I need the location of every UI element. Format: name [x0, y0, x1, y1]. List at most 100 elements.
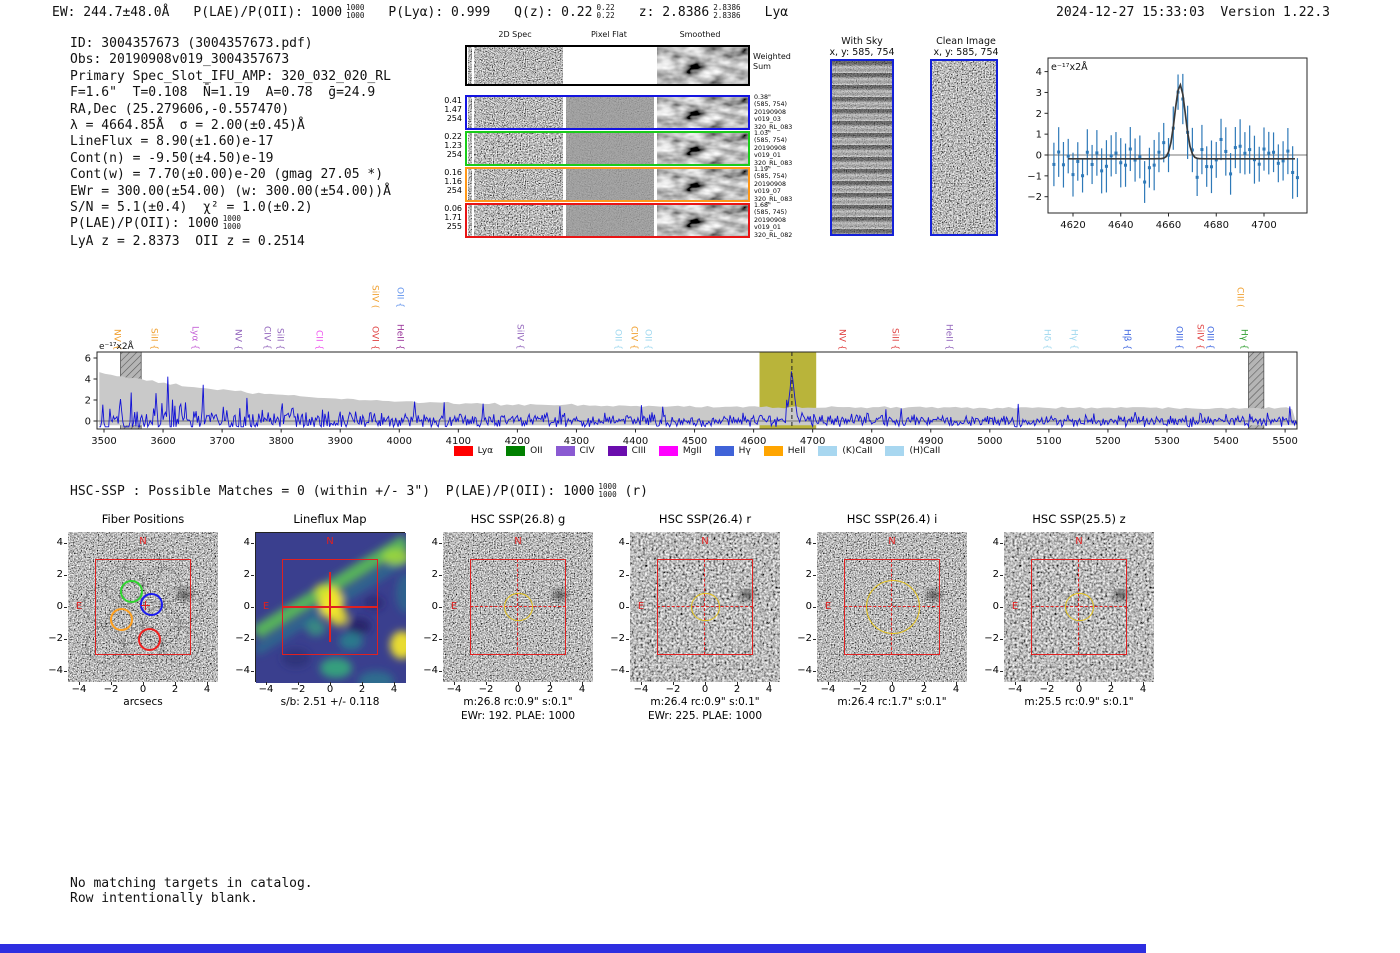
- s2d-flat-noise: [566, 205, 654, 236]
- cutout-red-square: [470, 559, 566, 655]
- fiber-row-right-label: (585, 745): [754, 209, 787, 217]
- fiber-row-right-label: 20190908: [754, 144, 787, 152]
- info-line: Obs: 20190908v019_3004357673: [70, 52, 290, 68]
- cutout-ytick: [813, 543, 816, 544]
- emission-line-label-text: OII {: [394, 287, 405, 308]
- main-xtick-label: 5300: [1154, 436, 1179, 447]
- cutout-xtick-label: −4: [633, 684, 649, 695]
- with-sky-coords: x, y: 585, 754: [829, 47, 895, 58]
- emission-line-label: OIII {: [1171, 292, 1185, 350]
- aperture-circle: [865, 579, 920, 635]
- inset-data-point: [1133, 158, 1137, 162]
- clean-image-coords: x, y: 585, 754: [933, 47, 999, 58]
- cutout-ytick-label: 4: [56, 537, 63, 548]
- cutout-xtick-label: 0: [139, 684, 147, 695]
- emission-line-label-text: SiIV {: [514, 324, 525, 350]
- inset-data-point: [1291, 170, 1295, 174]
- cutout-dark-smudge: [1104, 582, 1138, 608]
- fiber-row-right-label: 20190908: [754, 108, 787, 116]
- cutout-ytick: [813, 607, 816, 608]
- cutout-xtick: [1111, 682, 1112, 685]
- cutout-xtick: [143, 682, 144, 685]
- legend-label: OII: [530, 446, 543, 456]
- main-ytick-label: 6: [85, 354, 91, 365]
- hsc-ssp-match-line: HSC-SSP : Possible Matches = 0 (within +…: [70, 482, 649, 500]
- cutout-ytick: [439, 639, 442, 640]
- emission-line-label: OII {: [392, 250, 406, 308]
- emission-line-label-text: Hγ {: [1068, 329, 1079, 350]
- legend-item: CIII: [607, 446, 646, 456]
- cutout-xtick-label: −4: [258, 684, 274, 695]
- emission-line-label-text: SiII {: [274, 327, 285, 350]
- fiber-circle: [137, 628, 161, 652]
- cutout-xtick-label: −2: [852, 684, 868, 695]
- compass-north-label: N: [701, 536, 709, 547]
- info-line: F=1.6" T=0.108 N̄=1.19 A=0.78 ḡ=24.9: [70, 85, 376, 101]
- fiber-row-right-label: (585, 754): [754, 101, 787, 109]
- qz-value: Q(z): 0.22 0.22 0.22: [514, 3, 615, 21]
- inset-data-point: [1262, 147, 1266, 151]
- inset-data-point: [1081, 174, 1085, 178]
- inset-data-point: [1209, 165, 1213, 169]
- header-summary: EW: 244.7±48.0Å P(LAE)/P(OII): 1000 1000 1…: [52, 3, 788, 21]
- inset-xtick-label: 4680: [1204, 220, 1229, 231]
- emission-line-label: NV {: [834, 292, 848, 350]
- main-xtick-label: 3500: [91, 436, 116, 447]
- inset-data-point: [1119, 161, 1123, 165]
- fiber-circle: [120, 579, 144, 603]
- cutout-xtick-label: −2: [1039, 684, 1055, 695]
- compass-north-label: N: [139, 536, 147, 547]
- info-line: EWr = 300.00(±54.00) (w: 300.00(±54.00))…: [70, 183, 391, 199]
- cutout-title: HSC SSP(26.8) g: [470, 512, 566, 526]
- compass-east-label: E: [75, 601, 83, 612]
- legend-swatch: [658, 446, 678, 456]
- plae-poii-header: P(LAE)/P(OII): 1000 1000 1000: [193, 3, 365, 21]
- clean-noise-texture: [932, 61, 996, 234]
- compass-north-label: N: [888, 536, 896, 547]
- legend-item: Lyα: [453, 446, 494, 456]
- cutout-ytick: [439, 543, 442, 544]
- cutout-caption-1: s/b: 2.51 +/- 0.118: [280, 696, 380, 708]
- legend-label: HeII: [787, 446, 806, 456]
- cutout-ytick: [251, 639, 254, 640]
- fiber-2d-row: [465, 95, 750, 130]
- emission-line-label: CII {: [311, 292, 325, 350]
- cutout-ytick: [251, 607, 254, 608]
- s2d-white-line: [472, 97, 474, 128]
- fiber-row-right-label: 20190908: [754, 180, 787, 188]
- emission-line-label: HeII {: [941, 292, 955, 350]
- cutout-ytick-label: 2: [618, 569, 625, 580]
- cutout-xtick-label: −4: [820, 684, 836, 695]
- cutout-xtick-label: 2: [733, 684, 741, 695]
- cutout-xtick-label: 4: [203, 684, 211, 695]
- inset-xtick-label: 4660: [1156, 220, 1181, 231]
- cutout-xtick: [828, 682, 829, 685]
- compass-east-label: E: [1011, 601, 1019, 612]
- legend-label: (H)CaII: [909, 446, 941, 456]
- fiber-row-right-label: 1.68": [754, 202, 771, 209]
- plae-fraction: 1000 1000: [346, 3, 365, 20]
- fiber-row-right-label: 20190908: [754, 216, 787, 224]
- cutout-xtick: [330, 682, 331, 685]
- fiber-row-left-label: 255: [446, 222, 462, 231]
- s2d-white-line: [472, 205, 474, 236]
- cutout-ytick: [1000, 607, 1003, 608]
- s2d-smoothed-segment: [657, 133, 748, 164]
- footer-line-2: Row intentionally blank.: [70, 891, 258, 906]
- emission-line-label: SiIV {: [512, 292, 526, 350]
- cutout-ytick: [1000, 575, 1003, 576]
- cutout-xtick-label: 0: [701, 684, 709, 695]
- cutout-ytick-label: 2: [805, 569, 812, 580]
- legend-label: CIV: [579, 446, 595, 456]
- fiber-circle: [109, 608, 133, 632]
- cutout-xtick: [298, 682, 299, 685]
- cutout-xtick: [362, 682, 363, 685]
- main-frame: [96, 351, 1298, 430]
- inset-data-point: [1238, 144, 1242, 148]
- s2d-white-line: [472, 133, 474, 164]
- emission-line-label: Hδ {: [1039, 292, 1053, 350]
- emission-line-label: OII {: [610, 292, 624, 350]
- fiber-row-left-label: 254: [446, 114, 462, 123]
- fiber-circle: [140, 593, 164, 617]
- legend-label: Lyα: [477, 446, 494, 456]
